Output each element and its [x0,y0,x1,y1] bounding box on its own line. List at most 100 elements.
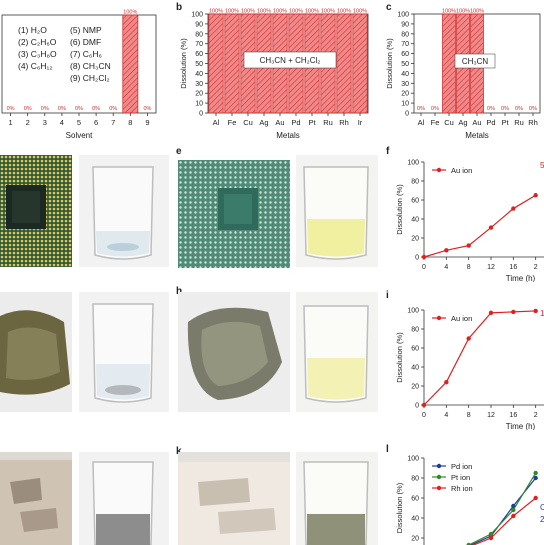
cpu-photo-after [178,160,290,268]
x-tick-label: 2 [534,264,538,271]
ore-photo-after [178,292,290,412]
x-axis-label: Time (h) [506,274,536,282]
y-axis-label: Dissolution (%) [395,482,404,533]
x-tick-label: 8 [467,264,471,271]
data-label: 0% [487,106,495,112]
y-tick-label: 90 [401,21,409,28]
y-tick-label: 60 [401,51,409,58]
beaker-photo-catalyst-after [296,452,378,545]
data-label: 0% [501,106,509,112]
y-tick-label: 80 [195,31,203,38]
y-tick-label: 50 [195,61,203,68]
x-tick-label: 8 [128,118,132,127]
beaker-photo-ore-after [296,292,378,412]
legend-label: Au ion [451,314,472,323]
bar [224,13,240,114]
data-point [533,193,538,198]
series-line [423,310,536,406]
cpu-photo-before [0,155,72,267]
legend-item: (5) NMP [70,25,102,35]
data-label: 0% [431,106,439,112]
x-tick-label: 3 [43,118,47,127]
y-tick-label: 30 [401,81,409,88]
y-tick-label: 80 [411,327,419,334]
y-tick-label: 50 [401,61,409,68]
y-tick-label: 30 [195,81,203,88]
legend-label: Au ion [451,166,472,175]
legend-marker [436,485,442,491]
data-label: 100% [470,9,484,15]
x-tick-label: 12 [487,412,495,419]
inner-label: CH₃CN [462,57,489,66]
y-tick-label: 80 [411,179,419,186]
y-axis-label: Dissolution (%) [385,38,394,89]
x-tick-label: 4 [444,412,448,419]
data-label: 100% [289,9,303,15]
x-tick-label: 6 [94,118,98,127]
data-label: 100% [321,9,335,15]
legend-marker [436,167,442,173]
data-label: 100% [337,9,351,15]
legend-label: Pt ion [451,473,470,482]
bar [442,13,456,114]
ore-photo-before [0,292,72,412]
series-line [469,477,537,545]
x-tick-label: 2 [26,118,30,127]
x-tick-label: 9 [145,118,149,127]
data-point [466,243,471,248]
data-label: 100% [273,9,287,15]
data-label: 100% [123,10,137,16]
data-point [421,402,427,408]
data-point [533,495,538,501]
chart-b-metal-dissolution: 0 10 20 30 40 50 60 70 80 90 100 100% Al 100% Fe 100% Cu… [179,9,369,140]
y-tick-label: 40 [401,71,409,78]
y-tick-label: 40 [411,217,419,224]
x-tick-label: Ir [358,118,363,127]
legend-solvents-5-9: (5) NMP (6) DMF (7) C₆H₆ (8) CH₃CN (9) C… [70,24,130,84]
y-tick-label: 100 [191,12,203,19]
data-point [466,542,471,545]
panel-label-l: l [386,444,389,455]
edge-label: 1 [540,309,544,318]
inner-label-box [454,53,496,69]
data-point [511,309,516,315]
x-tick-label: 8 [467,412,471,419]
series-line [466,472,537,545]
legend-item: (7) C₆H₆ [70,49,102,59]
data-point [488,531,494,537]
legend-item: (6) DMF [70,37,102,47]
data-label: 100% [305,9,319,15]
edge-label: C [540,503,544,512]
inner-label-box [243,51,337,69]
x-tick-label: 4 [60,118,64,127]
x-tick-label: Pd [486,118,495,127]
data-label: 0% [109,106,117,112]
y-tick-label: 100 [407,456,419,463]
data-label: 100% [442,9,456,15]
data-point [511,507,516,513]
x-tick-label: Al [418,118,425,127]
y-tick-label: 40 [411,516,419,523]
beaker-photo-cpu-after [296,155,378,267]
y-tick-label: 100 [407,160,419,167]
data-point [511,513,516,519]
data-label: 0% [7,106,15,112]
data-point [421,254,427,260]
x-tick-label: Ru [323,118,333,127]
x-tick-label: 7 [111,118,115,127]
legend-item: (1) H₂O [18,25,47,35]
y-tick-label: 0 [415,403,419,410]
y-axis-label: Dissolution (%) [179,38,188,89]
x-axis-label: Time (h) [506,422,536,430]
x-tick-label: 16 [509,264,517,271]
x-tick-label: Rh [528,118,538,127]
legend-label: Rh ion [451,484,473,493]
chart-a-solvent-dissolution: 0% 1 0% 2 0% 3 0% 4 0% 5 0% 6 0% 7 100% 8 0% 9 Solvent [1,10,157,140]
data-point [466,336,471,341]
x-tick-label: 12 [487,264,495,271]
y-tick-label: 20 [401,91,409,98]
bar [208,13,224,114]
legend-item: (2) C₂H₆O [18,37,57,47]
panel-label-f: f [386,146,390,157]
